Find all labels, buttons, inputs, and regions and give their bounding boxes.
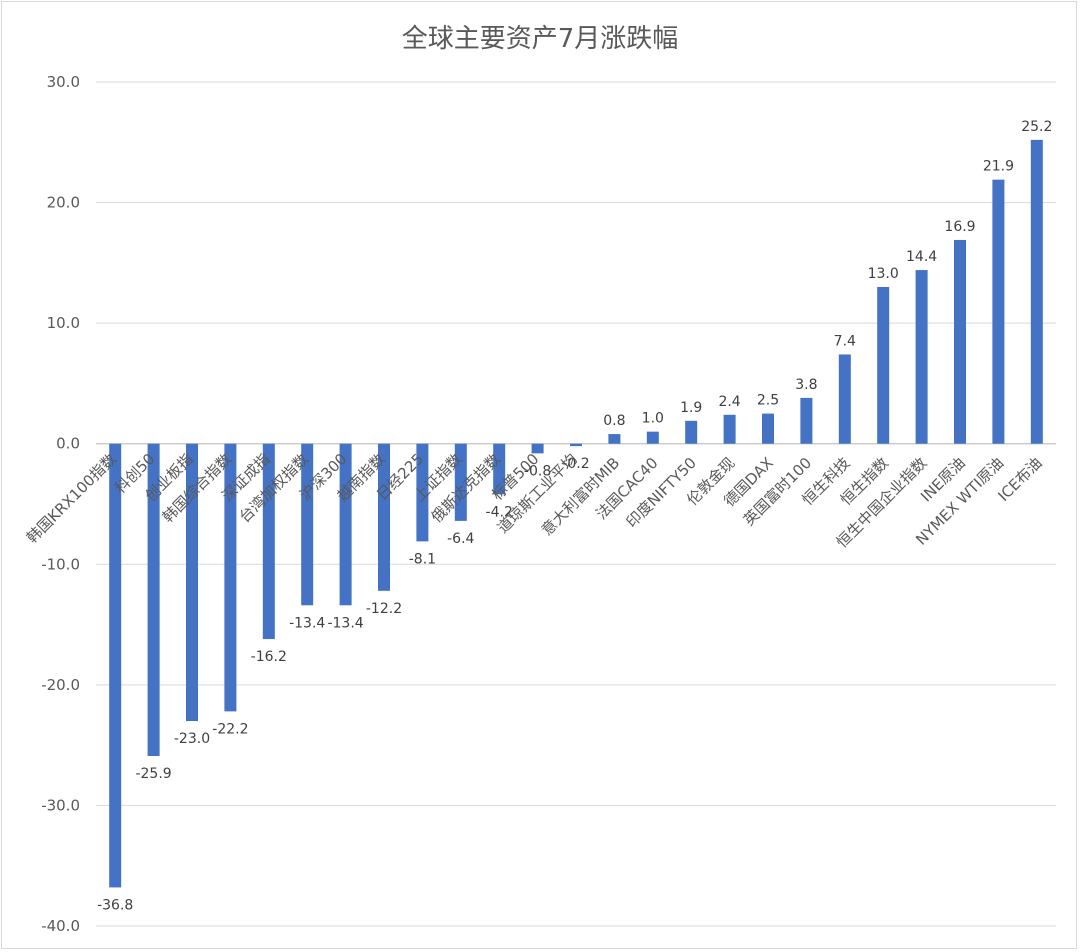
bar xyxy=(186,443,198,722)
data-label: -8.1 xyxy=(409,551,436,567)
data-label: 1.9 xyxy=(680,400,702,416)
y-tick-label: -20.0 xyxy=(41,676,80,694)
data-label: -22.2 xyxy=(212,721,248,737)
bar xyxy=(954,239,966,444)
y-tick-label: 0.0 xyxy=(56,435,80,453)
data-label: -16.2 xyxy=(251,649,287,665)
bar xyxy=(800,397,813,444)
bar xyxy=(915,270,928,444)
bar xyxy=(723,414,736,444)
data-label: -23.0 xyxy=(174,731,210,747)
bar xyxy=(685,420,698,444)
bar xyxy=(224,443,237,712)
data-label: 2.4 xyxy=(718,394,740,410)
data-label: 25.2 xyxy=(1021,119,1052,135)
data-label: -36.8 xyxy=(97,897,133,913)
data-label: 21.9 xyxy=(983,159,1014,175)
bar xyxy=(493,443,506,495)
data-label: 0.8 xyxy=(603,413,625,429)
bar xyxy=(454,443,467,521)
data-label: 3.8 xyxy=(795,377,817,393)
data-label: 2.5 xyxy=(757,393,779,409)
y-tick-label: -30.0 xyxy=(41,796,80,814)
bar xyxy=(301,443,314,606)
bar xyxy=(877,286,890,444)
bar xyxy=(378,443,390,591)
bars xyxy=(109,139,1043,888)
gridlines xyxy=(96,81,1056,927)
bar xyxy=(608,434,621,444)
bar xyxy=(531,443,544,454)
data-label: 7.4 xyxy=(834,333,856,349)
chart-title: 全球主要资产7月涨跌幅 xyxy=(401,24,679,54)
data-label: -25.9 xyxy=(135,766,171,782)
y-tick-label: 30.0 xyxy=(47,73,80,91)
data-label: 13.0 xyxy=(868,266,899,282)
data-label: -4.2 xyxy=(486,504,513,520)
bar xyxy=(646,431,659,444)
bar xyxy=(762,413,774,444)
data-label: -0.2 xyxy=(562,456,589,472)
bar xyxy=(992,179,1005,444)
bar xyxy=(416,443,429,542)
y-tick-label: -40.0 xyxy=(41,917,80,935)
bar xyxy=(570,443,582,447)
bar xyxy=(1030,139,1043,444)
bar xyxy=(838,354,851,444)
data-label: -13.4 xyxy=(289,615,325,631)
data-label: 14.4 xyxy=(906,249,937,265)
bar xyxy=(147,443,160,756)
data-label: 1.0 xyxy=(642,411,664,427)
bar xyxy=(339,443,352,606)
data-label: 16.9 xyxy=(944,219,975,235)
data-labels: -36.8-25.9-23.0-22.2-16.2-13.4 -13.4-12.2… xyxy=(97,119,1052,914)
y-tick-label: 10.0 xyxy=(47,314,80,332)
y-tick-label: 20.0 xyxy=(47,194,80,212)
y-axis-ticks: 30.0 20.0 10.0 0.0 -10.0 -20.0 -30.0 -40.0 xyxy=(41,73,80,935)
data-label: -13.4 xyxy=(327,615,363,631)
y-tick-label: -10.0 xyxy=(41,555,80,573)
bar xyxy=(109,443,122,888)
category-label: 韩国KRX100指数 xyxy=(23,450,120,547)
data-label: -12.2 xyxy=(366,601,402,617)
data-label: -0.8 xyxy=(524,463,551,479)
bar xyxy=(262,443,275,640)
data-label: -6.4 xyxy=(447,531,474,547)
